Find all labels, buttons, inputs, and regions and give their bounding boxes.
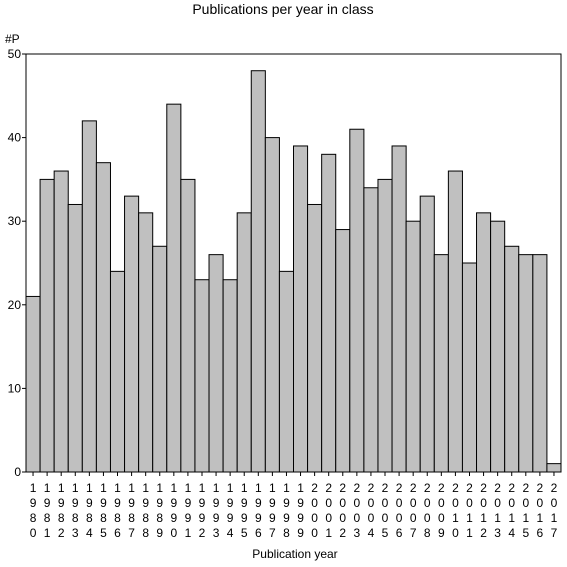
bar-2005	[377, 178, 393, 473]
bar-1981	[39, 178, 55, 473]
bar-1999	[293, 145, 309, 473]
plot-area: 0 10 20 30 40 50 1 9 8 0 1 9 8 1 1 9 8 2 1 9 8 3 1 9 8 4 1 9 8 5 1 9 8 6 1…	[8, 47, 562, 540]
y-tick-label-30: 30	[8, 214, 22, 228]
bar-2015	[518, 254, 534, 473]
bar-1987	[124, 195, 140, 473]
bar-1983	[67, 203, 83, 473]
bar-1982	[53, 170, 69, 473]
bar-2004	[363, 187, 379, 473]
bar-2009	[433, 254, 449, 473]
bar-1991	[180, 178, 196, 473]
bar-2014	[504, 245, 520, 473]
bar-2012	[476, 212, 492, 473]
bar-2008	[419, 195, 435, 473]
bar-2000	[307, 203, 323, 473]
bar-2013	[490, 220, 506, 473]
bar-2002	[335, 229, 351, 473]
y-tick-label-20: 20	[8, 298, 22, 312]
bar-2007	[405, 220, 421, 473]
bar-2003	[349, 128, 365, 473]
bar-1995	[236, 212, 252, 473]
chart-title: Publications per year in class	[192, 1, 373, 17]
bar-1990	[166, 103, 182, 473]
x-axis-label: Publication year	[252, 547, 337, 561]
y-tick-label-50: 50	[8, 47, 22, 61]
bar-2010	[447, 170, 463, 473]
bar-1980	[25, 295, 41, 473]
bar-2011	[461, 262, 478, 473]
bar-1984	[81, 120, 97, 473]
bar-1994	[222, 279, 238, 473]
y-axis-label: #P	[5, 32, 20, 46]
bar-1986	[109, 270, 126, 473]
y-tick-label-40: 40	[8, 131, 22, 145]
bar-1992	[194, 279, 210, 473]
bar-2017	[546, 463, 562, 473]
bar-2016	[532, 254, 548, 473]
bar-1985	[95, 162, 111, 473]
bar-1998	[278, 270, 294, 473]
bar-1996	[250, 70, 266, 473]
y-tick-label-10: 10	[8, 381, 22, 395]
bar-1993	[208, 254, 224, 473]
y-tick-label-0: 0	[14, 465, 21, 479]
bar-1989	[152, 245, 168, 473]
bar-2001	[321, 153, 337, 473]
bar-1988	[138, 212, 154, 473]
bar-1997	[264, 137, 280, 473]
bar-2006	[391, 145, 407, 473]
